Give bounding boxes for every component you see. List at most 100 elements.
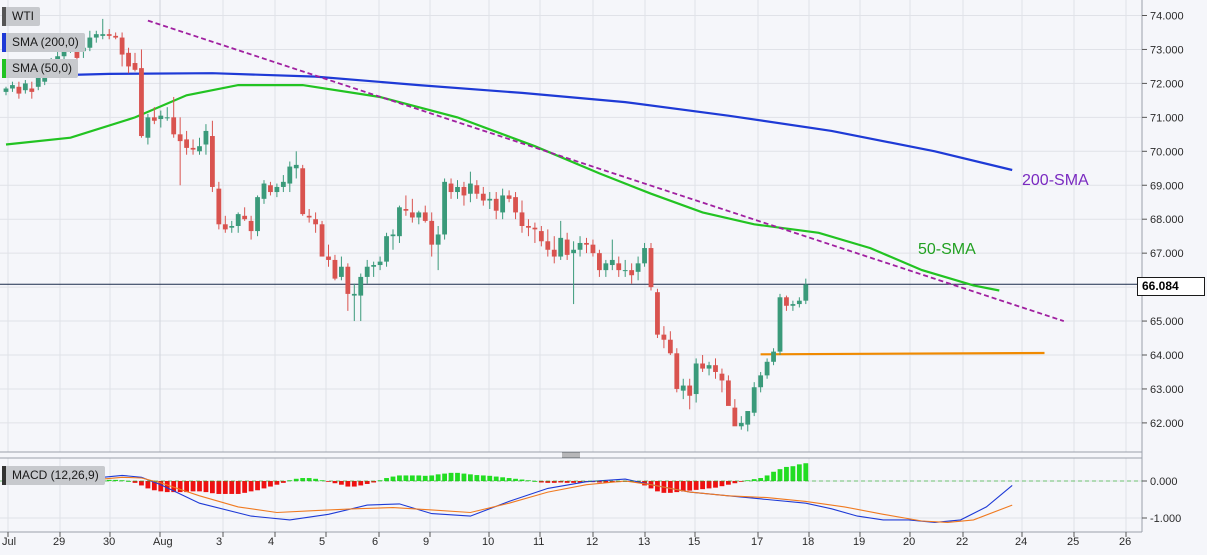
candle-body [403, 209, 409, 211]
candle-body [35, 76, 41, 87]
instrument-label[interactable]: WTI [2, 7, 40, 26]
candle [3, 86, 9, 96]
candle [584, 237, 589, 254]
sma200-swatch [2, 33, 6, 52]
macd-histogram-bar [435, 474, 441, 481]
candle [287, 161, 293, 193]
macd-histogram-bar [693, 481, 699, 490]
candle-body [358, 276, 364, 296]
candle [738, 416, 744, 430]
macd-histogram-bar [726, 481, 731, 485]
macd-histogram-bar [751, 479, 757, 481]
candle-body [506, 195, 512, 199]
candle [771, 348, 776, 366]
candle-body [622, 270, 628, 272]
macd-histogram-bar [280, 481, 286, 483]
candle-body [571, 249, 576, 254]
macd-tick-label: -1.000 [1150, 513, 1181, 525]
candle-body [674, 353, 680, 389]
candle-body [248, 220, 254, 232]
candle-body [500, 195, 506, 213]
price-tick-label: 62.000 [1150, 418, 1184, 430]
candle [422, 205, 428, 223]
macd-line [5, 474, 1013, 523]
candle-body [242, 215, 248, 220]
candle [184, 130, 189, 155]
macd-histogram-bar [442, 473, 447, 481]
candle-body [590, 244, 596, 254]
candle-body [345, 266, 351, 294]
candle-body [706, 365, 712, 369]
candle [222, 215, 228, 233]
candle-body [655, 292, 660, 335]
time-tick-label: 20 [903, 536, 915, 548]
candle [313, 212, 318, 233]
candle [203, 124, 209, 155]
macd-histogram-bar [777, 469, 783, 481]
candle-body [680, 385, 686, 391]
candle-body [609, 259, 615, 266]
price-pane[interactable] [0, 0, 1142, 452]
macd-histogram-bar [706, 481, 712, 489]
candle [119, 32, 125, 67]
candle [487, 192, 493, 210]
candle [719, 368, 725, 393]
sma200-legend[interactable]: SMA (200,0) [2, 33, 85, 52]
candle [726, 375, 731, 406]
candle-body [777, 297, 783, 352]
resistance-trendline [147, 19, 1065, 322]
macd-histogram-bar [293, 478, 299, 481]
candle [803, 278, 809, 305]
candle [751, 382, 757, 417]
candle [164, 107, 170, 121]
sma50-legend[interactable]: SMA (50,0) [2, 59, 79, 78]
candle [229, 220, 235, 233]
macd-histogram-bar [493, 476, 499, 481]
candle-body [784, 297, 789, 306]
candle-body [519, 212, 525, 226]
candle [700, 355, 705, 372]
candle [474, 180, 480, 199]
candle-body [538, 231, 544, 242]
candle-body [100, 34, 106, 36]
macd-histogram-bar [771, 471, 776, 481]
macd-histogram-bar [164, 481, 170, 493]
macd-histogram-bar [732, 481, 738, 484]
candle [667, 331, 673, 355]
candle-body [551, 249, 557, 257]
candle-body [603, 263, 609, 271]
macd-histogram-bar [577, 481, 583, 483]
time-tick-label: 17 [751, 536, 763, 548]
macd-histogram-bar [700, 481, 705, 490]
candle-body [758, 375, 764, 388]
macd-histogram-bar [145, 481, 151, 489]
candle [687, 378, 693, 410]
candle [113, 32, 119, 40]
candle [674, 348, 680, 393]
time-tick-label: 30 [103, 536, 115, 548]
macd-histogram-bar [248, 481, 254, 492]
macd-histogram-bar [190, 481, 196, 492]
macd-histogram-bar [390, 476, 396, 481]
macd-histogram-bar [468, 474, 473, 481]
candle-body [145, 117, 151, 138]
macd-histogram-bar [210, 481, 215, 494]
candle [784, 295, 789, 311]
macd-histogram-bar [461, 473, 467, 481]
candle [468, 171, 473, 203]
macd-histogram-bar [519, 479, 525, 481]
candle-body [190, 147, 196, 150]
candle [300, 164, 306, 216]
candle-body [713, 365, 718, 372]
candle [442, 178, 447, 240]
macd-histogram-bar [313, 478, 318, 481]
candle [93, 30, 99, 43]
macd-histogram-bar [551, 481, 557, 483]
candle-body [635, 263, 641, 272]
macd-legend[interactable]: MACD (12,26,9) [2, 466, 105, 485]
sma50-line [5, 84, 1000, 292]
time-tick-label: 13 [638, 536, 650, 548]
macd-histogram-bar [416, 475, 422, 481]
candle [255, 195, 260, 237]
